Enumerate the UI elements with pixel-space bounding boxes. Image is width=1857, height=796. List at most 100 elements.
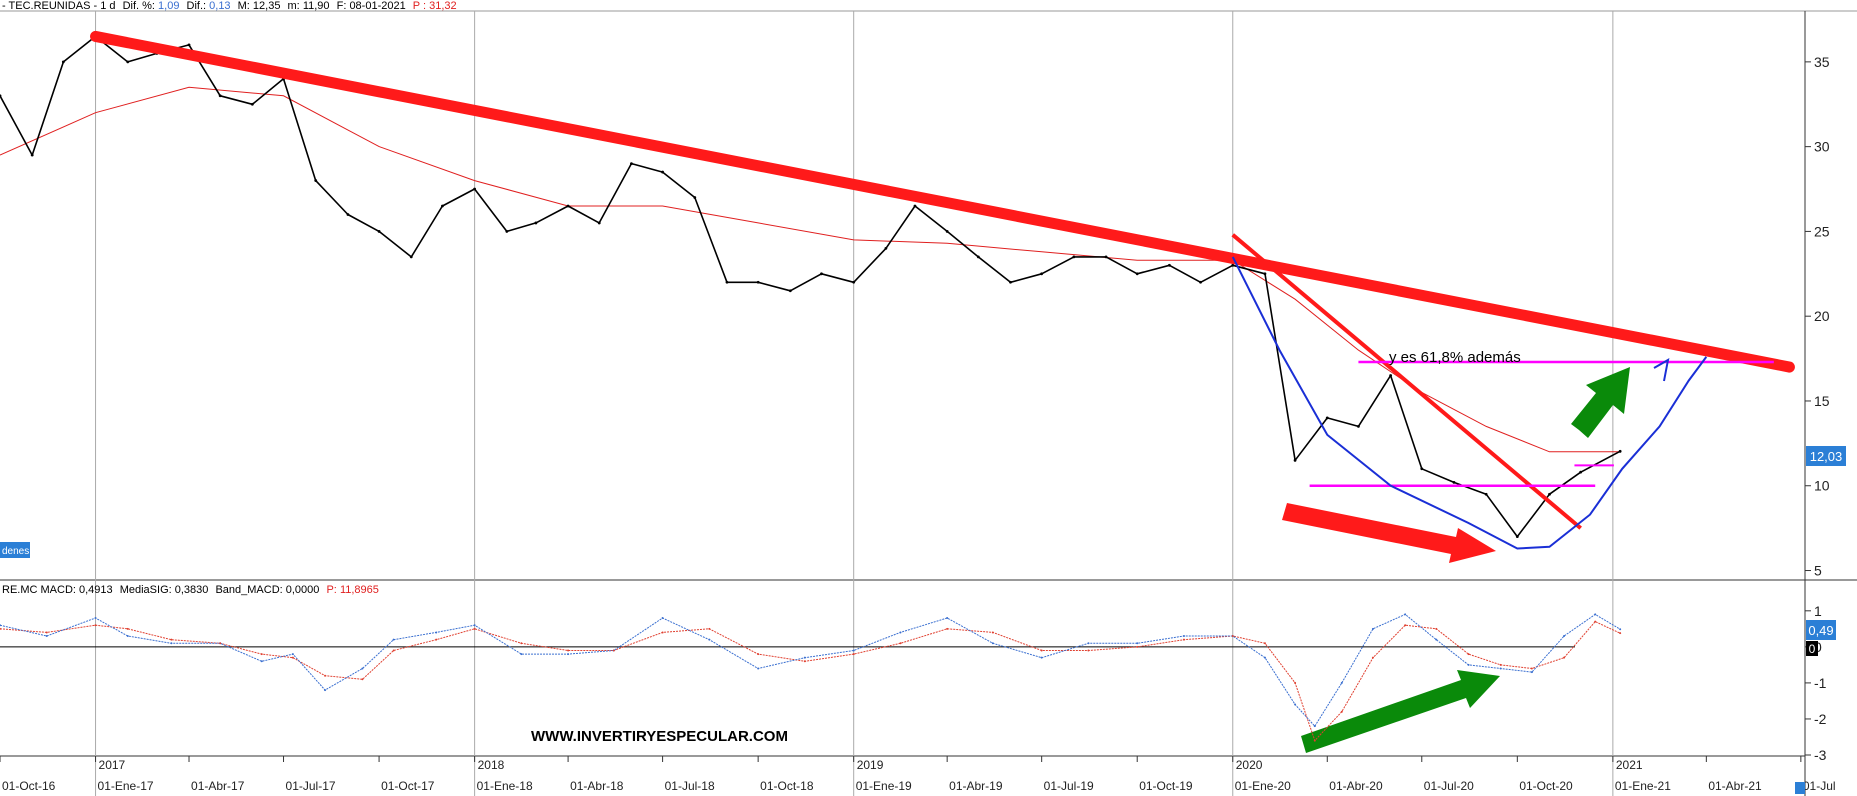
macd-point [1294, 703, 1297, 706]
price-tick-label: 35 [1814, 54, 1830, 70]
macd-tick-label: -3 [1814, 747, 1827, 763]
signal-point [1435, 627, 1438, 630]
macd-point [899, 631, 902, 634]
macd-point [1594, 613, 1597, 616]
signal-point [45, 631, 48, 634]
macd-point [708, 638, 711, 641]
x-tick-label: 01-Abr-19 [949, 779, 1003, 793]
price-point [1040, 272, 1044, 276]
price-point [505, 230, 509, 233]
signal-point [1594, 620, 1597, 623]
macd-point [126, 635, 129, 638]
price-tick-label: 10 [1814, 478, 1830, 494]
macd-point [1563, 635, 1566, 638]
signal-point [1136, 645, 1139, 648]
signal-point [1404, 624, 1407, 627]
price-tick-label: 30 [1814, 139, 1830, 155]
price-point [1168, 263, 1171, 267]
red-arrow-icon [1282, 503, 1496, 563]
signal-point [435, 638, 438, 641]
signal-point [291, 656, 294, 659]
macd-point [1040, 656, 1043, 659]
signal-point [1530, 667, 1533, 670]
macd-point [757, 667, 760, 670]
signal-point [803, 660, 806, 663]
signal-point [1467, 653, 1470, 656]
macd-point [324, 689, 327, 692]
price-point [1357, 425, 1360, 428]
price-point [1263, 272, 1267, 276]
macd-point [0, 624, 1, 627]
x-tick-label: 01-Abr-20 [1329, 779, 1383, 793]
macd-signal-line [0, 620, 1621, 742]
macd-header: RE.MC MACD: 0,4913 MediaSIG: 0,3830 Band… [2, 584, 379, 596]
x-tick-label: 01-Ene-18 [477, 779, 533, 793]
price-point [1199, 280, 1202, 284]
year-labels: 2017 2018 2019 2020 2021 [99, 758, 1643, 772]
price-point [913, 204, 917, 208]
price-tick-label: 25 [1814, 223, 1830, 239]
scroll-handle[interactable] [1795, 782, 1805, 794]
price-point [1452, 480, 1456, 484]
macd-point [1313, 725, 1316, 728]
signal-point [1182, 638, 1185, 641]
signal-point [1563, 656, 1566, 659]
macd-point [1087, 642, 1090, 645]
orders-tab[interactable] [0, 542, 30, 558]
price-point [30, 153, 34, 157]
price-point [0, 94, 2, 98]
signal-point [899, 642, 902, 645]
macd-tick-label: -2 [1814, 711, 1827, 727]
price-point [1579, 470, 1583, 474]
price-point [788, 289, 792, 293]
price-point [314, 179, 318, 182]
signal-point [1040, 649, 1043, 652]
price-point [884, 246, 888, 250]
macd-point [94, 617, 97, 620]
main-trendline [90, 30, 1795, 373]
price-point [852, 280, 856, 284]
macd-point [45, 635, 48, 638]
signal-point [946, 627, 949, 630]
price-point [1420, 467, 1424, 471]
signal-point [1499, 663, 1502, 666]
x-tick-label: 01-Jul-19 [1044, 779, 1094, 793]
macd-point [661, 617, 664, 620]
price-point [976, 255, 980, 259]
price-panel [0, 11, 1805, 579]
price-point [693, 196, 697, 199]
macd-point [1530, 671, 1533, 674]
x-tick-label: 01-Abr-18 [570, 779, 624, 793]
signal-point [1087, 649, 1090, 652]
year-label: 2020 [1236, 758, 1263, 772]
year-label: 2021 [1616, 758, 1643, 772]
signal-point [661, 631, 664, 634]
x-tick-label: 01-Oct-19 [1139, 779, 1193, 793]
orders-tab-label: denes [2, 546, 29, 557]
macd-point [1619, 628, 1622, 631]
x-tick-label: 01-Ene-19 [856, 779, 912, 793]
x-tick-label: 01-Ene-21 [1615, 779, 1671, 793]
price-point [1618, 449, 1622, 453]
x-tick-label: 01-Abr-17 [191, 779, 245, 793]
macd-point [1263, 656, 1266, 659]
green-arrow-macd-icon [1301, 670, 1500, 753]
signal-point [126, 627, 129, 630]
macd-point [852, 649, 855, 652]
macd-badge [1806, 620, 1836, 640]
price-point [473, 187, 477, 191]
signal-point [852, 653, 855, 656]
macd-tick-label: 1 [1814, 603, 1822, 619]
macd-point [1371, 627, 1374, 630]
price-badge-text: 12,03 [1810, 449, 1843, 464]
year-label: 2017 [99, 758, 126, 772]
price-point [725, 280, 729, 284]
price-point [820, 272, 823, 276]
year-label: 2019 [857, 758, 884, 772]
price-point [126, 60, 130, 64]
price-point [218, 94, 222, 98]
signal-point [991, 631, 994, 634]
macd-point [1467, 663, 1470, 666]
signal-point [1263, 642, 1266, 645]
x-tick-label: 01-Oct-16 [2, 779, 56, 793]
